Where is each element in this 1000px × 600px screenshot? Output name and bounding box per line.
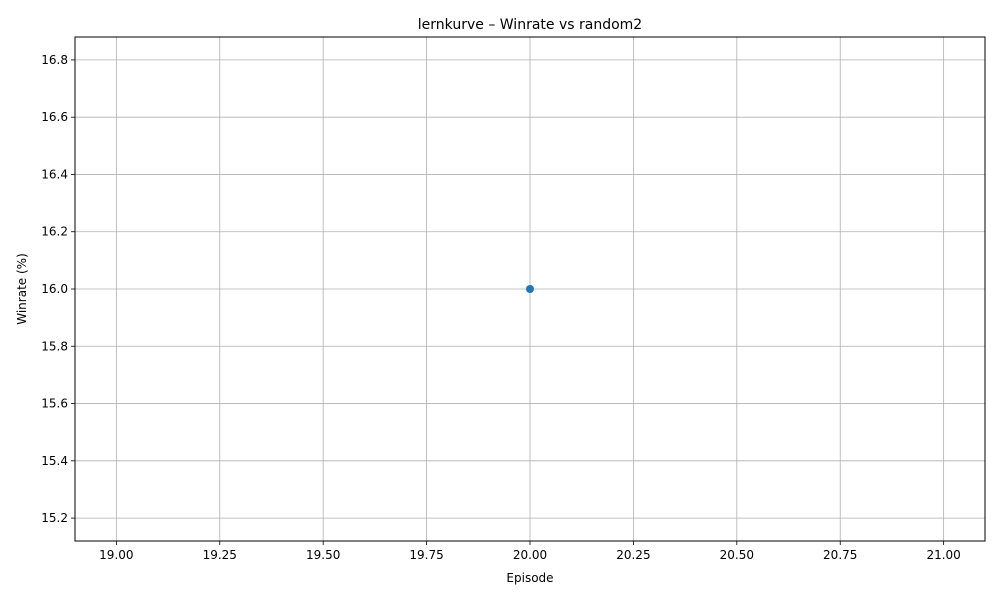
x-tick-label: 19.75 [409,548,443,562]
series-layer [526,285,534,293]
x-tick-label: 19.50 [306,548,340,562]
x-ticks: 19.00 19.25 19.50 19.75 20.00 20.25 20.50 20.75… [99,541,961,562]
x-tick-label: 19.25 [203,548,237,562]
x-tick-label: 21.00 [926,548,960,562]
y-tick-label: 15.4 [41,454,68,468]
y-ticks: 15.2 15.4 15.6 15.8 16.0 16.2 16.4 16.6 16.8 [41,53,75,525]
x-tick-label: 19.00 [99,548,133,562]
y-tick-label: 15.8 [41,339,68,353]
y-tick-label: 15.6 [41,397,68,411]
y-tick-label: 15.2 [41,511,68,525]
x-tick-label: 20.00 [513,548,547,562]
y-tick-label: 16.8 [41,53,68,67]
data-point [526,285,534,293]
y-tick-label: 16.0 [41,282,68,296]
y-tick-label: 16.2 [41,225,68,239]
x-tick-label: 20.75 [823,548,857,562]
chart-title: lernkurve – Winrate vs random2 [418,17,642,33]
x-axis-label: Episode [506,571,553,585]
y-tick-label: 16.6 [41,110,68,124]
y-tick-label: 16.4 [41,167,68,181]
y-axis-label: Winrate (%) [15,253,29,325]
x-tick-label: 20.50 [720,548,754,562]
x-tick-label: 20.25 [616,548,650,562]
